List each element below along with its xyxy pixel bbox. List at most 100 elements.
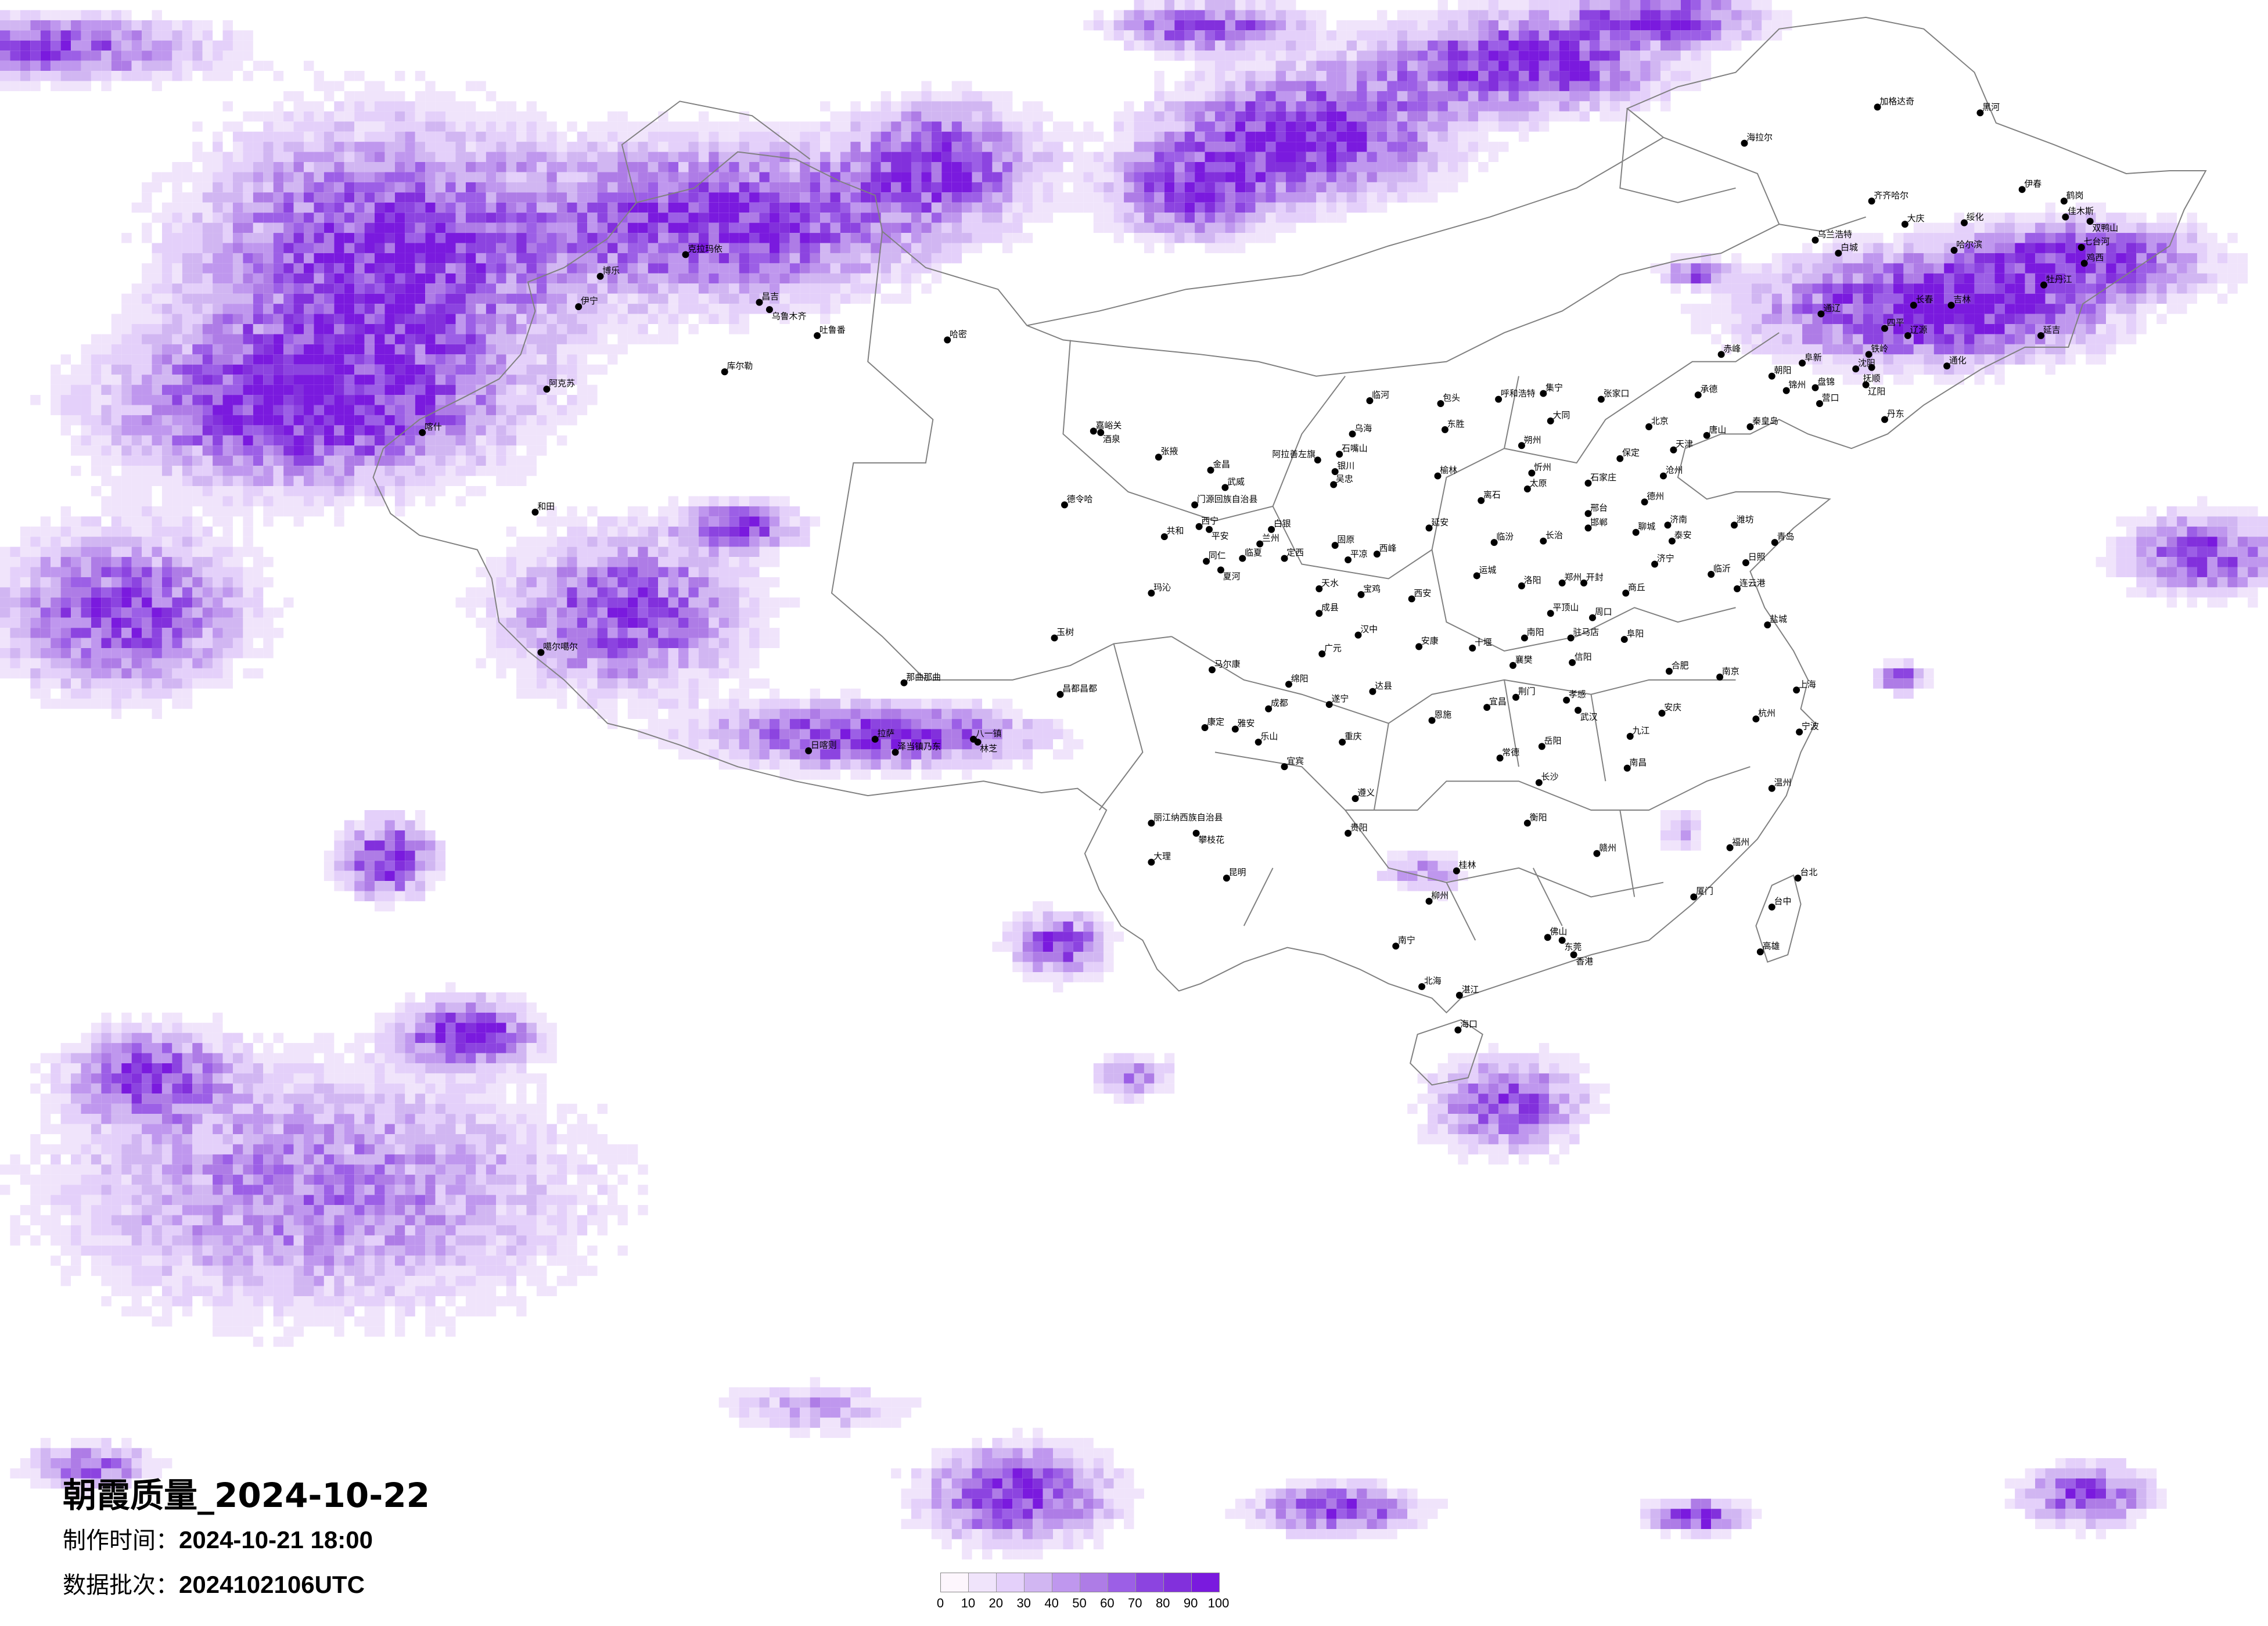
raster-cell [1579,81,1590,91]
raster-cell [364,466,375,476]
raster-cell [1437,40,1448,51]
raster-cell [617,253,628,264]
raster-cell [465,395,476,405]
raster-cell [1306,121,1317,132]
raster-cell [354,314,365,325]
raster-cell [1883,334,1893,344]
raster-cell [293,131,304,142]
raster-cell [2258,516,2268,527]
raster-cell [354,384,365,395]
raster-cell [1407,71,1418,81]
raster-cell [1113,182,1124,193]
raster-cell [192,263,203,274]
raster-cell [293,304,304,314]
raster-cell [526,222,537,233]
raster-cell [435,304,446,314]
raster-cell [1296,30,1306,41]
raster-cell [556,334,567,344]
raster-cell [202,152,213,163]
raster-cell [1083,121,1094,132]
raster-cell [1043,202,1054,213]
raster-cell [1428,51,1438,61]
raster-cell [2166,222,2177,233]
raster-cell [293,496,304,506]
raster-cell [1124,182,1134,193]
raster-cell [972,91,983,102]
raster-cell [2197,233,2208,243]
raster-cell [1529,51,1539,61]
raster-cell [2106,546,2116,557]
raster-cell [1407,152,1418,163]
raster-cell [1650,10,1661,20]
raster-cell [648,172,659,182]
raster-cell [982,222,993,233]
raster-cell [577,405,588,415]
raster-cell [91,354,102,365]
raster-cell [60,354,71,365]
raster-cell [384,121,395,132]
raster-cell [384,253,395,264]
raster-cell [678,121,689,132]
raster-cell [1984,233,1995,243]
raster-cell [688,131,699,142]
raster-cell [1974,314,1985,325]
raster-cell [577,344,588,355]
raster-cell [556,304,567,314]
raster-cell [303,334,314,344]
raster-cell [1417,131,1428,142]
raster-cell [617,546,628,557]
raster-cell [1701,273,1712,284]
raster-cell [1670,40,1681,51]
raster-cell [1893,233,1904,243]
raster-cell [1711,283,1721,294]
raster-cell [597,526,608,537]
raster-cell [1245,121,1256,132]
raster-cell [455,192,466,203]
raster-cell [1022,131,1033,142]
raster-cell [648,213,659,223]
raster-cell [547,283,557,294]
raster-cell [658,253,668,264]
raster-cell [1640,71,1651,81]
raster-cell [111,557,122,567]
raster-cell [2106,557,2116,567]
raster-cell [121,364,132,375]
raster-cell [283,142,294,152]
raster-cell [2045,263,2055,274]
raster-cell [111,71,122,81]
raster-cell [283,435,294,446]
raster-cell [891,233,901,243]
raster-cell [1346,51,1357,61]
raster-cell [698,172,709,182]
raster-cell [425,466,436,476]
raster-cell [739,314,750,325]
raster-cell [638,213,648,223]
raster-cell [375,334,385,344]
raster-cell [1832,293,1843,304]
raster-cell [0,71,10,81]
raster-cell [375,455,385,466]
raster-cell [1113,213,1124,223]
raster-cell [30,51,41,61]
raster-cell [1093,202,1104,213]
raster-cell [40,20,51,31]
raster-cell [1104,152,1114,163]
raster-cell [709,142,719,152]
raster-cell [445,172,456,182]
raster-cell [759,182,770,193]
raster-cell [1913,314,1924,325]
raster-cell [465,162,476,172]
raster-cell [1984,213,1995,223]
raster-cell [2096,314,2107,325]
raster-cell [303,152,314,163]
raster-cell [972,162,983,172]
raster-cell [1174,121,1185,132]
raster-cell [40,557,51,567]
raster-cell [293,395,304,405]
raster-cell [101,537,112,547]
raster-cell [2156,516,2167,527]
raster-cell [1033,131,1043,142]
raster-cell [921,283,932,294]
raster-cell [425,263,436,274]
raster-cell [131,293,142,304]
